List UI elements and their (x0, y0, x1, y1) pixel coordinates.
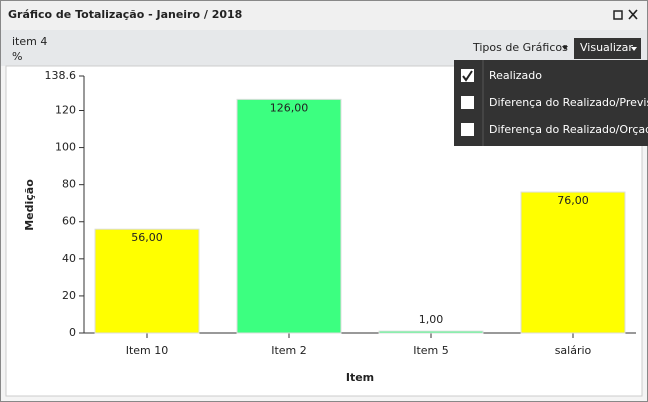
bar (94, 228, 200, 334)
value-label: 76,00 (557, 194, 589, 207)
chart: 0 20 40 60 80 100 120 138.6 Medição Item Item 10 56… (23, 69, 636, 384)
y-tick-label: 60 (62, 215, 76, 228)
menu-item[interactable]: Diferença do Realizado/Orçado (489, 123, 648, 136)
x-tick-label: Item 10 (126, 344, 169, 357)
x-tick-label: Item 2 (271, 344, 307, 357)
view-button-bg[interactable] (574, 38, 641, 59)
menu-item[interactable]: Diferença do Realizado/Previsto (489, 96, 648, 109)
window-title: Gráfico de Totalização - Janeiro / 2018 (8, 8, 242, 21)
dropdown-menu: Realizado Diferença do Realizado/Previsto… (454, 60, 648, 146)
value-label: 126,00 (270, 101, 309, 114)
dropdown-arrow (562, 46, 568, 50)
value-label: 1,00 (419, 313, 444, 326)
y-tick-label: 40 (62, 252, 76, 265)
title-bar (1, 1, 647, 30)
y-tick-label: 100 (55, 141, 76, 154)
x-axis-label: Item (346, 371, 374, 384)
bar (236, 98, 342, 334)
x-tick-label: salário (555, 344, 592, 357)
y-tick-label: 20 (62, 289, 76, 302)
y-tick-label: 0 (69, 326, 76, 339)
checkbox (461, 123, 474, 136)
maximize-button[interactable] (613, 10, 623, 20)
checkbox (461, 96, 474, 109)
y-axis-label: Medição (23, 179, 36, 231)
checkbox (461, 69, 474, 82)
x-tick-label: Item 5 (413, 344, 449, 357)
y-tick-label: 80 (62, 178, 76, 191)
view-button[interactable]: Visualizar (580, 41, 633, 54)
header-unit: % (12, 50, 22, 63)
menu-bg (454, 60, 648, 146)
value-label: 56,00 (131, 231, 163, 244)
checkmark (462, 70, 473, 82)
y-tick-label: 138.6 (45, 69, 77, 82)
bar (520, 191, 626, 334)
header-item: item 4 (12, 35, 47, 48)
bar (378, 330, 484, 334)
close-button[interactable] (628, 9, 638, 20)
chart-types-button[interactable]: Tipos de Gráficos (472, 41, 568, 54)
menu-item[interactable]: Realizado (489, 69, 542, 82)
y-tick-label: 120 (55, 103, 76, 116)
dropdown-arrow (631, 47, 637, 51)
